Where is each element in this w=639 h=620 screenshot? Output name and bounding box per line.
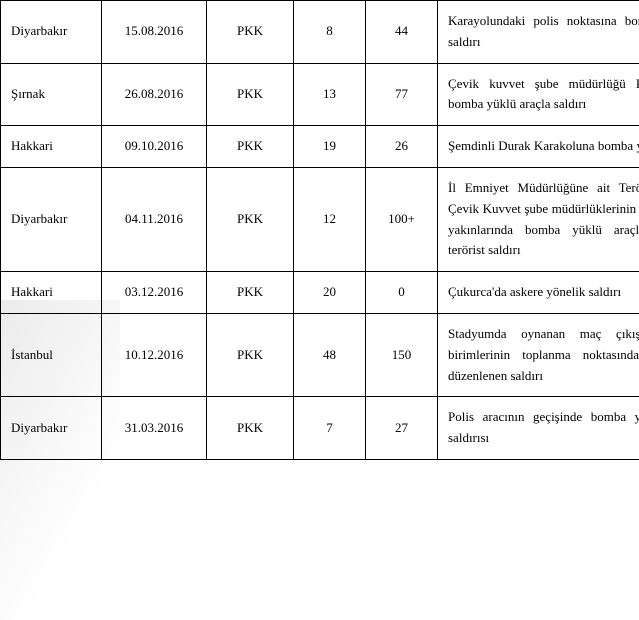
cell-desc: Çukurca'da askere yönelik saldırı — [438, 272, 639, 314]
cell-city: Diyarbakır — [1, 1, 102, 64]
cell-date: 03.12.2016 — [102, 272, 207, 314]
cell-n2: 26 — [366, 126, 438, 168]
cell-date: 09.10.2016 — [102, 126, 207, 168]
cell-n2: 44 — [366, 1, 438, 64]
cell-n1: 8 — [294, 1, 366, 64]
cell-n2: 77 — [366, 63, 438, 126]
cell-org: PKK — [207, 313, 294, 396]
table-row: Diyarbakır 04.11.2016 PKK 12 100+ İl Emn… — [1, 167, 639, 271]
incidents-table: Diyarbakır 15.08.2016 PKK 8 44 Karayolun… — [0, 0, 639, 460]
table-row: Diyarbakır 15.08.2016 PKK 8 44 Karayolun… — [1, 1, 639, 64]
cell-n1: 12 — [294, 167, 366, 271]
cell-city: Hakkari — [1, 272, 102, 314]
page: Diyarbakır 15.08.2016 PKK 8 44 Karayolun… — [0, 0, 639, 613]
cell-org: PKK — [207, 397, 294, 460]
cell-desc: Stadyumda oynanan maç çıkışı çevik kuvve… — [438, 313, 639, 396]
cell-city: Diyarbakır — [1, 167, 102, 271]
cell-city: Hakkari — [1, 126, 102, 168]
cell-n2: 100+ — [366, 167, 438, 271]
cell-org: PKK — [207, 167, 294, 271]
cell-date: 15.08.2016 — [102, 1, 207, 64]
cell-n2: 150 — [366, 313, 438, 396]
cell-n2: 0 — [366, 272, 438, 314]
cell-desc: İl Emniyet Müdürlüğüne ait Terörle Mücad… — [438, 167, 639, 271]
cell-date: 10.12.2016 — [102, 313, 207, 396]
cell-org: PKK — [207, 272, 294, 314]
cell-desc: Karayolundaki polis noktasına bomba yükl… — [438, 1, 639, 64]
cell-n1: 13 — [294, 63, 366, 126]
cell-n1: 7 — [294, 397, 366, 460]
cell-city: Şırnak — [1, 63, 102, 126]
cell-city: İstanbul — [1, 313, 102, 396]
table-row: Hakkari 09.10.2016 PKK 19 26 Şemdinli Du… — [1, 126, 639, 168]
table-row: Şırnak 26.08.2016 PKK 13 77 Çevik kuvvet… — [1, 63, 639, 126]
cell-n1: 48 — [294, 313, 366, 396]
cell-org: PKK — [207, 1, 294, 64]
table-row: Diyarbakır 31.03.2016 PKK 7 27 Polis ara… — [1, 397, 639, 460]
table-body: Diyarbakır 15.08.2016 PKK 8 44 Karayolun… — [1, 1, 639, 460]
cell-n1: 19 — [294, 126, 366, 168]
cell-org: PKK — [207, 63, 294, 126]
cell-city: Diyarbakır — [1, 397, 102, 460]
cell-date: 04.11.2016 — [102, 167, 207, 271]
cell-desc: Polis aracının geçişinde bomba yüklü ara… — [438, 397, 639, 460]
cell-n2: 27 — [366, 397, 438, 460]
cell-desc: Şemdinli Durak Karakoluna bomba yüklü ar… — [438, 126, 639, 168]
cell-n1: 20 — [294, 272, 366, 314]
cell-date: 31.03.2016 — [102, 397, 207, 460]
table-row: Hakkari 03.12.2016 PKK 20 0 Çukurca'da a… — [1, 272, 639, 314]
table-row: İstanbul 10.12.2016 PKK 48 150 Stadyumda… — [1, 313, 639, 396]
cell-desc: Çevik kuvvet şube müdürlüğü Polis kuvvet… — [438, 63, 639, 126]
cell-org: PKK — [207, 126, 294, 168]
cell-date: 26.08.2016 — [102, 63, 207, 126]
